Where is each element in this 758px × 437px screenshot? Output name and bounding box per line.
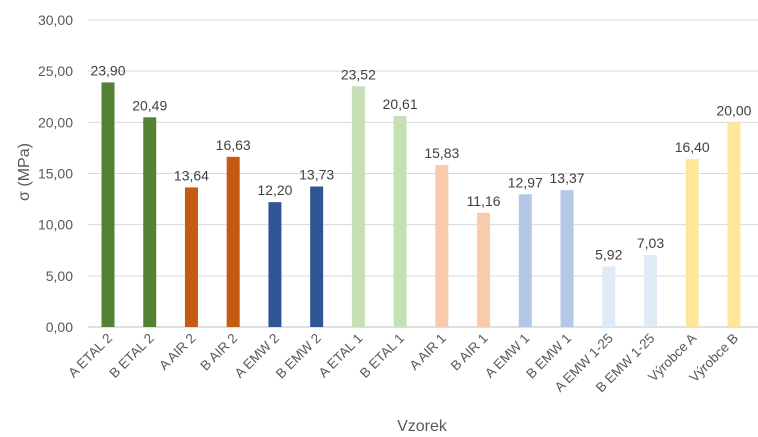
data-label: 23,52 bbox=[341, 66, 376, 82]
y-tick-label: 15,00 bbox=[38, 166, 73, 182]
bar bbox=[393, 116, 407, 327]
bar bbox=[435, 165, 449, 327]
bar bbox=[310, 186, 324, 327]
data-label: 5,92 bbox=[595, 246, 622, 262]
data-labels: 23,90 20,49 13,64 16,63 12,20 13,73 23,52 20,61… bbox=[90, 62, 751, 262]
data-label: 20,00 bbox=[716, 102, 751, 118]
bar bbox=[268, 202, 282, 327]
data-label: 13,73 bbox=[299, 167, 334, 183]
x-tick-label: B ETAL 1 bbox=[357, 331, 407, 381]
bars bbox=[101, 82, 741, 327]
data-label: 20,61 bbox=[383, 96, 418, 112]
bar bbox=[602, 266, 616, 327]
y-tick-label: 0,00 bbox=[46, 319, 73, 335]
y-tick-label: 20,00 bbox=[38, 114, 73, 130]
x-tick-label: A AIR 1 bbox=[407, 331, 449, 373]
y-tick-label: 25,00 bbox=[38, 63, 73, 79]
data-label: 7,03 bbox=[637, 235, 664, 251]
gridlines bbox=[88, 19, 758, 328]
y-axis-title: σ (MPa) bbox=[16, 143, 33, 201]
x-tick-label: B ETAL 2 bbox=[106, 331, 156, 381]
x-tick-label: A AIR 2 bbox=[156, 331, 198, 373]
data-label: 20,49 bbox=[132, 97, 167, 113]
data-label: 12,97 bbox=[508, 174, 543, 190]
bar bbox=[226, 156, 240, 327]
data-label: 13,64 bbox=[174, 167, 209, 183]
data-label: 13,37 bbox=[550, 170, 585, 186]
data-label: 15,83 bbox=[424, 145, 459, 161]
bar bbox=[143, 117, 157, 327]
bar bbox=[727, 122, 741, 327]
data-label: 11,16 bbox=[467, 193, 501, 209]
bar bbox=[477, 212, 491, 327]
data-label: 16,63 bbox=[216, 137, 251, 153]
bar bbox=[518, 194, 532, 327]
bar bbox=[560, 190, 574, 327]
data-label: 23,90 bbox=[90, 62, 125, 78]
bar bbox=[184, 187, 198, 327]
bar bbox=[101, 82, 115, 327]
y-tick-label: 10,00 bbox=[38, 217, 73, 233]
data-label: 16,40 bbox=[675, 139, 710, 155]
x-tick-label: A ETAL 1 bbox=[316, 331, 366, 381]
bar bbox=[643, 255, 657, 327]
x-tick-label: B EMW 2 bbox=[273, 331, 324, 382]
bar bbox=[685, 159, 699, 327]
data-label: 12,20 bbox=[257, 182, 292, 198]
y-axis-ticks: 0,00 5,00 10,00 15,00 20,00 25,00 30,00 bbox=[38, 12, 73, 335]
bar bbox=[351, 86, 365, 327]
y-tick-label: 5,00 bbox=[46, 268, 73, 284]
x-axis-title: Vzorek bbox=[397, 418, 448, 435]
y-tick-label: 30,00 bbox=[38, 12, 73, 28]
